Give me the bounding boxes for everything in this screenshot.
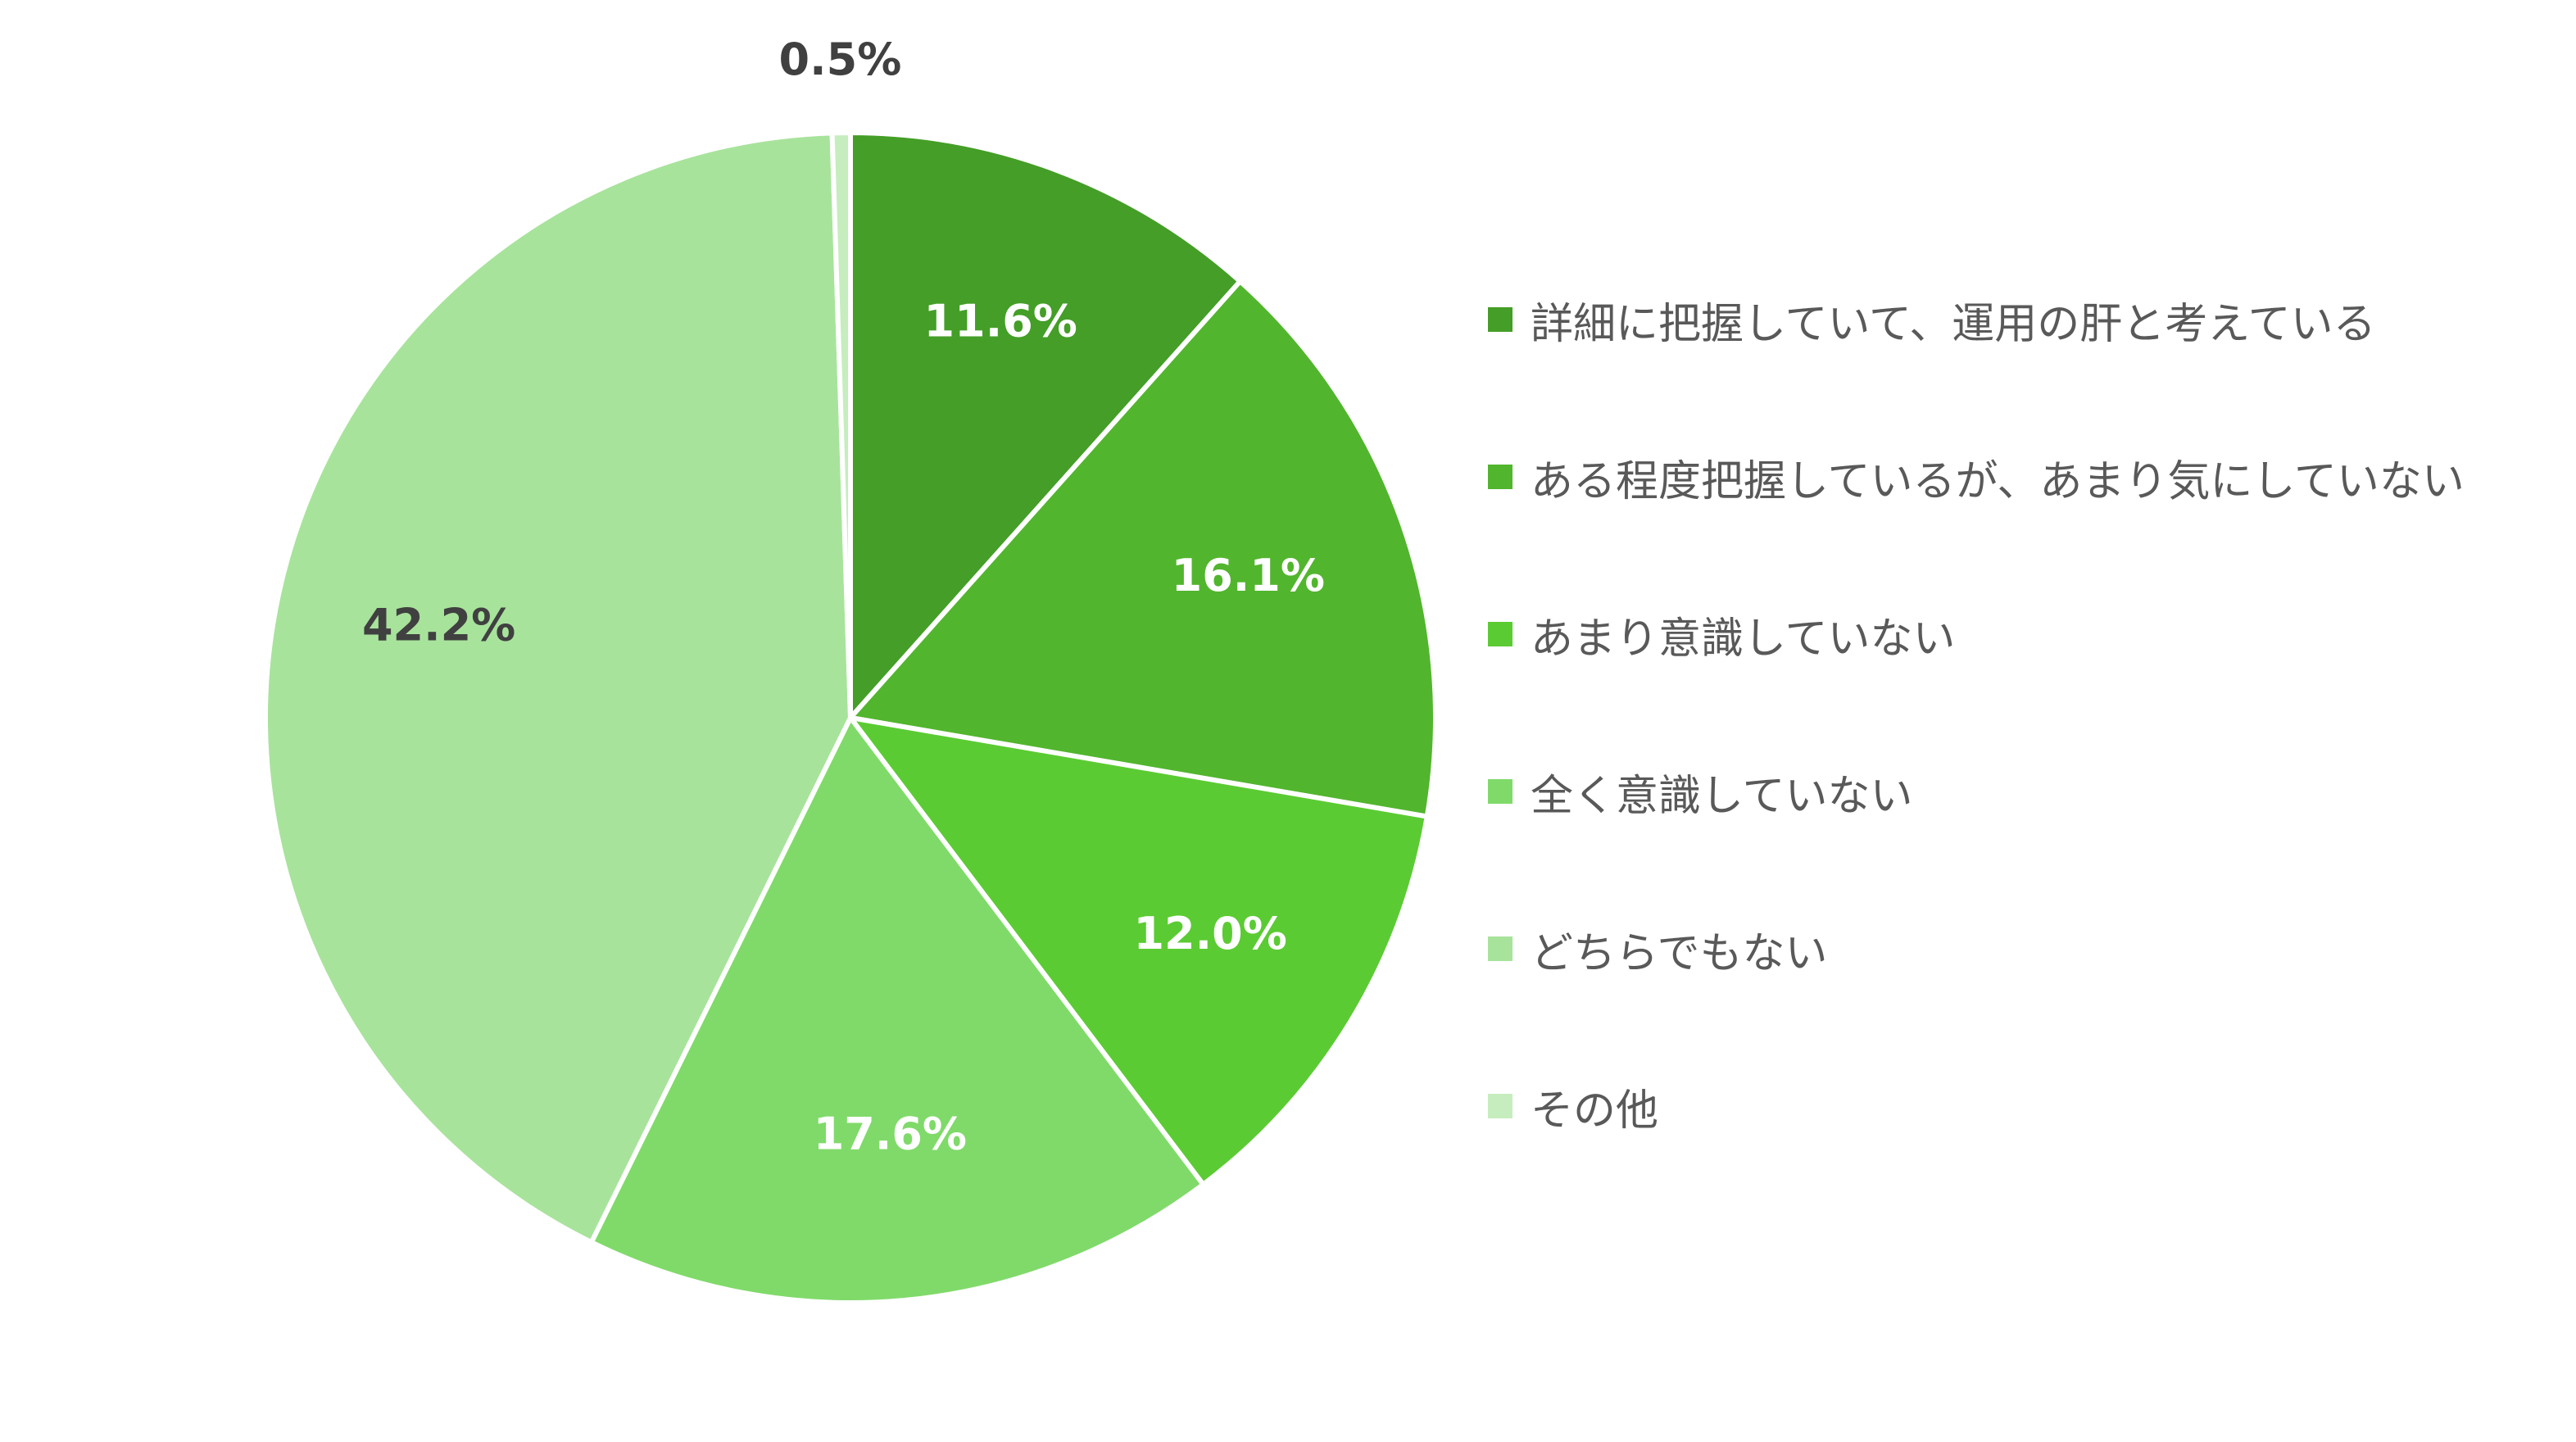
legend-swatch — [1488, 622, 1512, 646]
legend-swatch — [1488, 779, 1512, 804]
data-label-3: 12.0% — [1133, 908, 1286, 959]
pie-slice-4 — [587, 713, 1207, 1305]
pie-slices — [263, 129, 1438, 1305]
legend-swatch — [1488, 936, 1512, 961]
pie-slice-3 — [845, 714, 1431, 1188]
legend-item-5: どちらでもない — [1488, 919, 2465, 978]
legend-label: 全く意識していない — [1531, 771, 1913, 821]
legend-item-6: その他 — [1488, 1077, 2465, 1136]
data-label-1: 11.6% — [924, 295, 1077, 347]
legend: 詳細に把握していて、運用の肝と考えている ある程度把握しているが、あまり気にして… — [1488, 290, 2465, 1234]
data-label-5: 42.2% — [362, 600, 515, 651]
legend-label: 詳細に把握していて、運用の肝と考えている — [1531, 299, 2376, 349]
legend-swatch — [1488, 465, 1512, 489]
pie-slice-2 — [846, 278, 1438, 820]
pie-data-labels: 11.6% 16.1% 12.0% 17.6% 42.2% 0.5% — [362, 34, 1325, 1159]
legend-swatch — [1488, 307, 1512, 332]
legend-item-1: 詳細に把握していて、運用の肝と考えている — [1488, 290, 2465, 349]
legend-swatch — [1488, 1094, 1512, 1118]
legend-item-4: 全く意識していない — [1488, 762, 2465, 821]
data-label-4: 17.6% — [814, 1108, 967, 1159]
legend-label: その他 — [1531, 1086, 1659, 1136]
data-label-2: 16.1% — [1172, 550, 1325, 601]
legend-label: ある程度把握しているが、あまり気にしていない — [1531, 456, 2465, 506]
legend-item-2: ある程度把握しているが、あまり気にしていない — [1488, 447, 2465, 506]
pie-slice-1 — [848, 129, 1244, 724]
pie-slice-6 — [829, 129, 853, 719]
pie-slice-5 — [263, 130, 854, 1246]
legend-item-3: あまり意識していない — [1488, 605, 2465, 664]
data-label-6: 0.5% — [779, 34, 902, 85]
legend-label: あまり意識していない — [1531, 614, 1956, 664]
legend-label: どちらでもない — [1531, 928, 1828, 978]
